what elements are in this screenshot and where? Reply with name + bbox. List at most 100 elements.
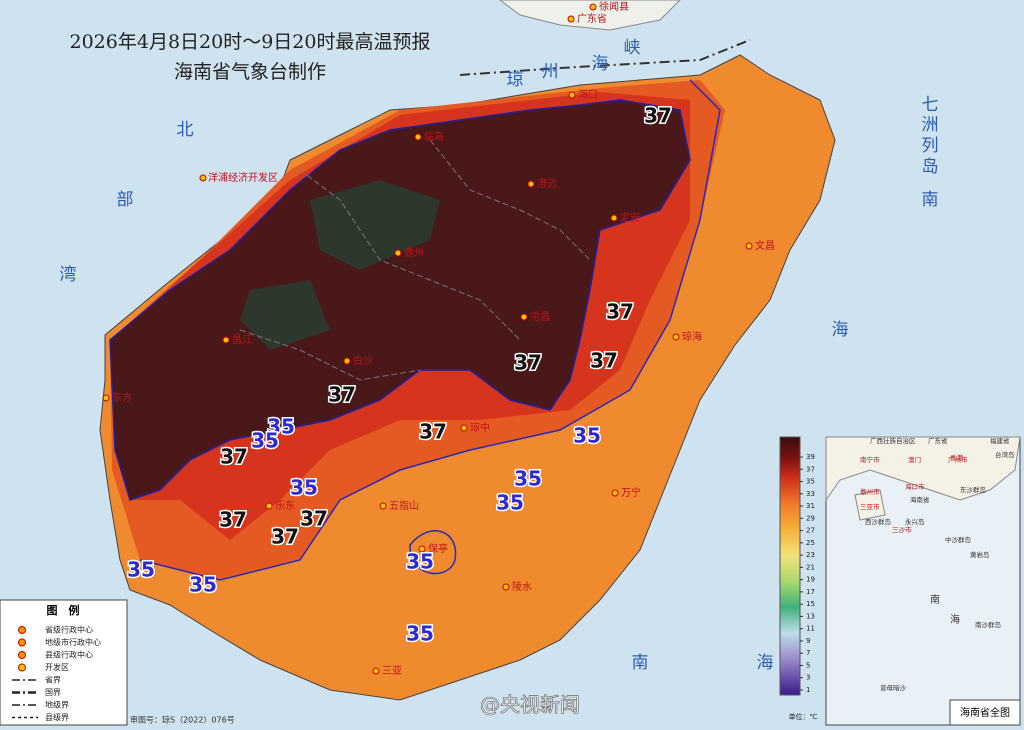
city-marker (568, 91, 576, 99)
sea-label: 北 (177, 120, 194, 140)
inset-title: 海南省全图 (960, 706, 1010, 719)
contour-label-37: 37 (300, 507, 328, 531)
city-label: 保亭 (428, 542, 448, 555)
sea-label: 海 (592, 54, 609, 74)
legend-item: 省界 (45, 675, 61, 685)
contour-label-35: 35 (573, 424, 601, 448)
city-label: 乐东 (275, 499, 295, 512)
contour-label-37: 37 (644, 104, 672, 128)
inset-label: 中沙群岛 (945, 535, 971, 544)
inset-title-box (949, 699, 1021, 726)
city-label: 陵水 (512, 581, 532, 593)
inset-label: 香港 (950, 453, 964, 462)
city-marker (418, 545, 426, 553)
zone-39 (109, 99, 691, 501)
legend-symbol (18, 638, 26, 647)
colorbar-tick-label: 25 (806, 539, 815, 547)
colorbar-tick-label: 11 (806, 625, 815, 633)
inset-label: 儋州市 (860, 487, 880, 496)
legend-symbol (18, 626, 26, 634)
city-label: 儋州 (404, 246, 424, 259)
colorbar-tick-label: 33 (806, 490, 815, 498)
legend-title: 图 例 (47, 603, 80, 617)
inset-label: 台湾岛 (995, 450, 1015, 459)
contour-label-37: 37 (419, 420, 447, 444)
legend-item: 开发区 (45, 662, 69, 672)
city-label: 三亚 (382, 666, 402, 677)
colorbar-tick-label: 21 (806, 563, 815, 571)
hot-core (240, 180, 440, 350)
colorbar-tick-label: 39 (806, 453, 815, 461)
inset-label: 广东省 (928, 436, 948, 445)
city-label: 琼海 (682, 330, 702, 343)
inset-label: 广西壮族自治区 (870, 436, 916, 445)
legend-item: 省级行政中心 (45, 625, 93, 635)
city-label: 澄迈 (537, 177, 557, 190)
sea-label: 海 (832, 320, 849, 340)
contour-label-35: 35 (127, 558, 155, 582)
contour-label-35: 35 (290, 476, 318, 500)
inset-label: 三亚市 (860, 502, 880, 511)
contour-label-37: 37 (514, 351, 542, 375)
city-label: 文昌 (755, 239, 775, 252)
colorbar-tick-label: 35 (806, 478, 815, 486)
colorbar-tick-label: 19 (806, 576, 815, 584)
contour-label-37: 37 (271, 525, 299, 549)
title: 2026年4月8日20时～9日20时最高温预报 (70, 31, 431, 53)
colorbar-tick-label: 15 (806, 600, 815, 608)
sea-label: 七 (922, 95, 939, 115)
city-marker (394, 249, 402, 257)
contour-label-35: 35 (496, 491, 524, 515)
city-marker (460, 424, 468, 432)
inset-label: 广州市 (948, 455, 968, 464)
contour-label-37: 37 (590, 349, 618, 373)
colorbar-tick-label: 9 (806, 637, 810, 645)
city-marker (610, 214, 618, 222)
sea-label: 峡 (624, 38, 641, 58)
county-borders (239, 139, 591, 381)
contour-label-35: 35 (406, 622, 434, 646)
inset-label: 曾母暗沙 (880, 683, 907, 692)
city-label: 万宁 (621, 486, 641, 499)
contour-35 (139, 79, 721, 581)
inset-label: 澳门 (908, 455, 921, 464)
contour-label-35: 35 (189, 573, 217, 597)
inset-label: 西沙群岛 (865, 517, 891, 526)
colorbar-tick-label: 7 (806, 649, 810, 657)
colorbar-tick-label: 27 (806, 527, 815, 535)
sea-label: 海 (757, 653, 774, 673)
inset-label: 永兴岛 (905, 517, 925, 526)
city-marker (343, 357, 351, 365)
city-marker (199, 174, 207, 182)
inset-label: 三沙市 (892, 525, 912, 534)
inset-label: 海 (950, 613, 960, 626)
colorbar-unit: 单位：℃ (789, 712, 818, 721)
colorbar (779, 436, 801, 696)
sea-label: 南 (922, 190, 939, 210)
city-label: 徐闻县 (599, 0, 629, 13)
city-marker (102, 394, 110, 402)
contour-label-35: 35 (514, 467, 542, 491)
city-label: 广东省 (577, 12, 607, 25)
colorbar-tick-label: 17 (806, 588, 815, 596)
city-label: 屯昌 (530, 310, 550, 323)
inset-label: 南 (930, 593, 940, 606)
sea-label: 琼 (507, 70, 524, 90)
city-label: 五指山 (389, 499, 419, 512)
watermark: @央视新闻 (480, 693, 580, 717)
city-label: 临高 (424, 130, 444, 143)
contour-label-35: 35 (251, 429, 279, 453)
contour-label-35: 35 (267, 415, 295, 439)
city-marker (414, 133, 422, 141)
colorbar-tick-label: 31 (806, 502, 815, 510)
city-label: 白沙 (353, 354, 373, 367)
sea-label: 列 (922, 136, 939, 156)
city-marker (672, 333, 680, 341)
city-label: 昌江 (232, 334, 252, 346)
sea-label: 洲 (922, 115, 939, 135)
legend-item: 县级行政中心 (45, 650, 93, 660)
colorbar-tick-label: 23 (806, 551, 815, 559)
review-number: 审图号：琼S（2022）076号 (130, 715, 235, 725)
city-marker (589, 3, 597, 11)
